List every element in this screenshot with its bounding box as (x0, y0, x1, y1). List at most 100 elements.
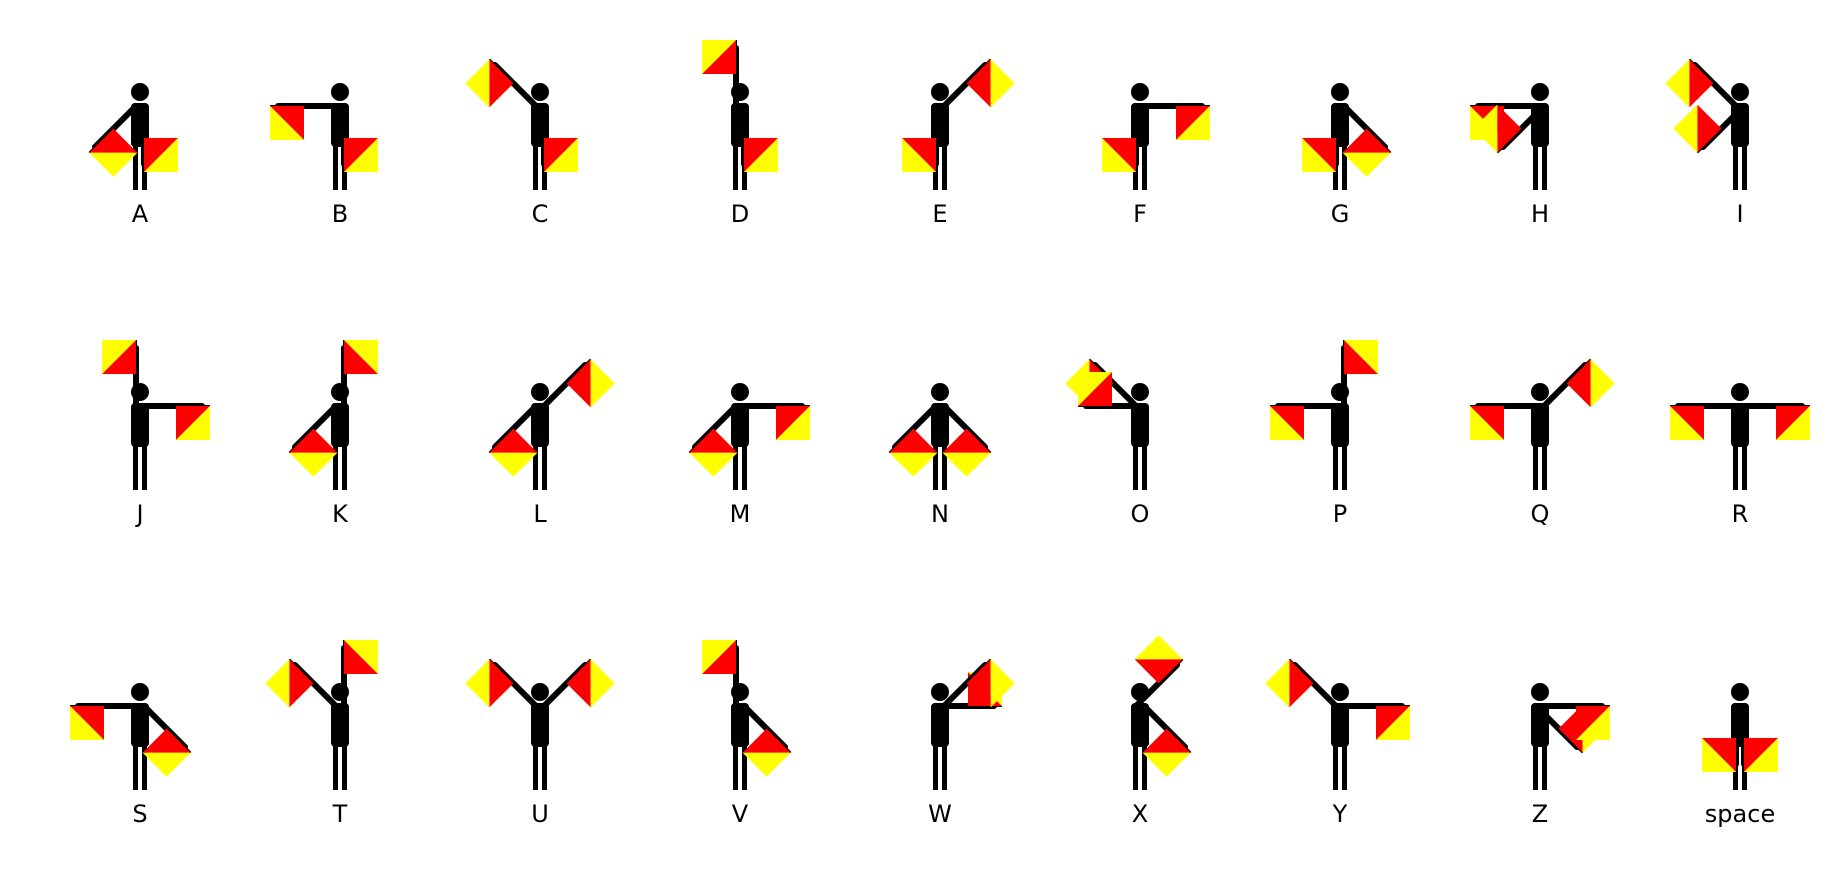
right-leg (342, 746, 347, 790)
torso (131, 703, 149, 747)
semaphore-figure-X: X (1131, 635, 1192, 828)
torso (1131, 403, 1149, 447)
right-flag-yellow (590, 359, 615, 408)
right-leg (142, 746, 147, 790)
semaphore-figure-R: R (1670, 383, 1810, 528)
right-flag-red (566, 359, 591, 408)
right-flag-yellow (942, 452, 991, 477)
right-flag-yellow (1142, 752, 1191, 777)
left-flag-pole (688, 446, 696, 454)
signal-label: E (932, 200, 947, 228)
semaphore-figure-U: U (465, 658, 615, 828)
semaphore-figure-D: D (702, 40, 778, 228)
left-flag-yellow (1302, 138, 1336, 172)
semaphore-figure-W: W (928, 658, 1015, 828)
signal-label: V (732, 800, 749, 828)
left-leg (1333, 746, 1338, 790)
left-flag-pole (888, 446, 896, 454)
right-flag-yellow (344, 138, 378, 172)
right-arm (1341, 103, 1389, 151)
torso (1531, 403, 1549, 447)
left-flag-red (489, 428, 538, 453)
left-leg (533, 146, 538, 190)
torso (331, 403, 349, 447)
left-flag-yellow (270, 106, 304, 140)
right-flag-red (1342, 128, 1391, 153)
right-flag-yellow (1376, 706, 1410, 740)
right-leg (1342, 146, 1347, 190)
right-leg (1742, 146, 1747, 190)
signal-label: I (1736, 200, 1743, 228)
torso (1331, 703, 1349, 747)
head (1331, 683, 1349, 701)
left-flag-red (289, 428, 338, 453)
left-flag-yellow (702, 640, 736, 674)
left-flag-red (489, 659, 514, 708)
head (331, 83, 349, 101)
signal-label: Y (1332, 800, 1348, 828)
semaphore-figure-J: J (102, 340, 210, 528)
right-leg (942, 446, 947, 490)
right-flag-red (1142, 728, 1191, 753)
left-arm (91, 103, 139, 151)
signal-label: F (1133, 200, 1147, 228)
right-flag-yellow (744, 138, 778, 172)
left-leg (133, 146, 138, 190)
right-flag-yellow (144, 138, 178, 172)
semaphore-figure-N: N (888, 383, 992, 528)
signal-label: K (332, 500, 349, 528)
head (531, 383, 549, 401)
left-arm (491, 403, 539, 451)
semaphore-figure-T: T (265, 640, 378, 828)
right-flag-red (1497, 104, 1522, 153)
right-flag-red (1697, 104, 1722, 153)
right-flag-yellow (1344, 340, 1378, 374)
right-flag-yellow (1473, 104, 1498, 153)
left-leg (533, 446, 538, 490)
right-leg (1342, 746, 1347, 790)
right-arm (941, 61, 989, 109)
left-flag-yellow (70, 706, 104, 740)
left-leg (933, 446, 938, 490)
head (931, 83, 949, 101)
right-flag-red (966, 59, 991, 108)
left-leg (733, 446, 738, 490)
left-flag-yellow (489, 452, 538, 477)
right-flag-red (966, 659, 991, 708)
left-flag-yellow (465, 659, 490, 708)
head (1531, 383, 1549, 401)
signal-label: X (1132, 800, 1148, 828)
right-flag-yellow (344, 640, 378, 674)
left-flag-yellow (265, 659, 290, 708)
right-leg (1142, 446, 1147, 490)
head (1131, 83, 1149, 101)
signal-label: L (533, 500, 547, 528)
left-leg (333, 746, 338, 790)
signal-label: C (532, 200, 549, 228)
right-flag-yellow (1590, 359, 1615, 408)
right-flag-red (742, 728, 791, 753)
semaphore-figure-I: I (1665, 58, 1749, 228)
right-flag-yellow (1342, 152, 1391, 177)
signal-label: Z (1532, 800, 1548, 828)
signal-label: M (730, 500, 751, 528)
right-arm (541, 361, 589, 409)
semaphore-figure-V: V (702, 640, 792, 828)
semaphore-figure-space: space (1702, 683, 1778, 828)
left-flag-red (689, 428, 738, 453)
torso (731, 703, 749, 747)
left-leg (1733, 446, 1738, 490)
semaphore-figure-C: C (465, 58, 578, 228)
head (131, 83, 149, 101)
signal-label: D (731, 200, 749, 228)
torso (531, 403, 549, 447)
right-flag-red (142, 728, 191, 753)
left-flag-pole (488, 446, 496, 454)
right-leg (342, 446, 347, 490)
right-leg (1142, 746, 1147, 790)
left-leg (933, 746, 938, 790)
right-leg (542, 446, 547, 490)
head (1531, 683, 1549, 701)
left-flag-red (289, 659, 314, 708)
left-flag-yellow (1665, 59, 1690, 108)
